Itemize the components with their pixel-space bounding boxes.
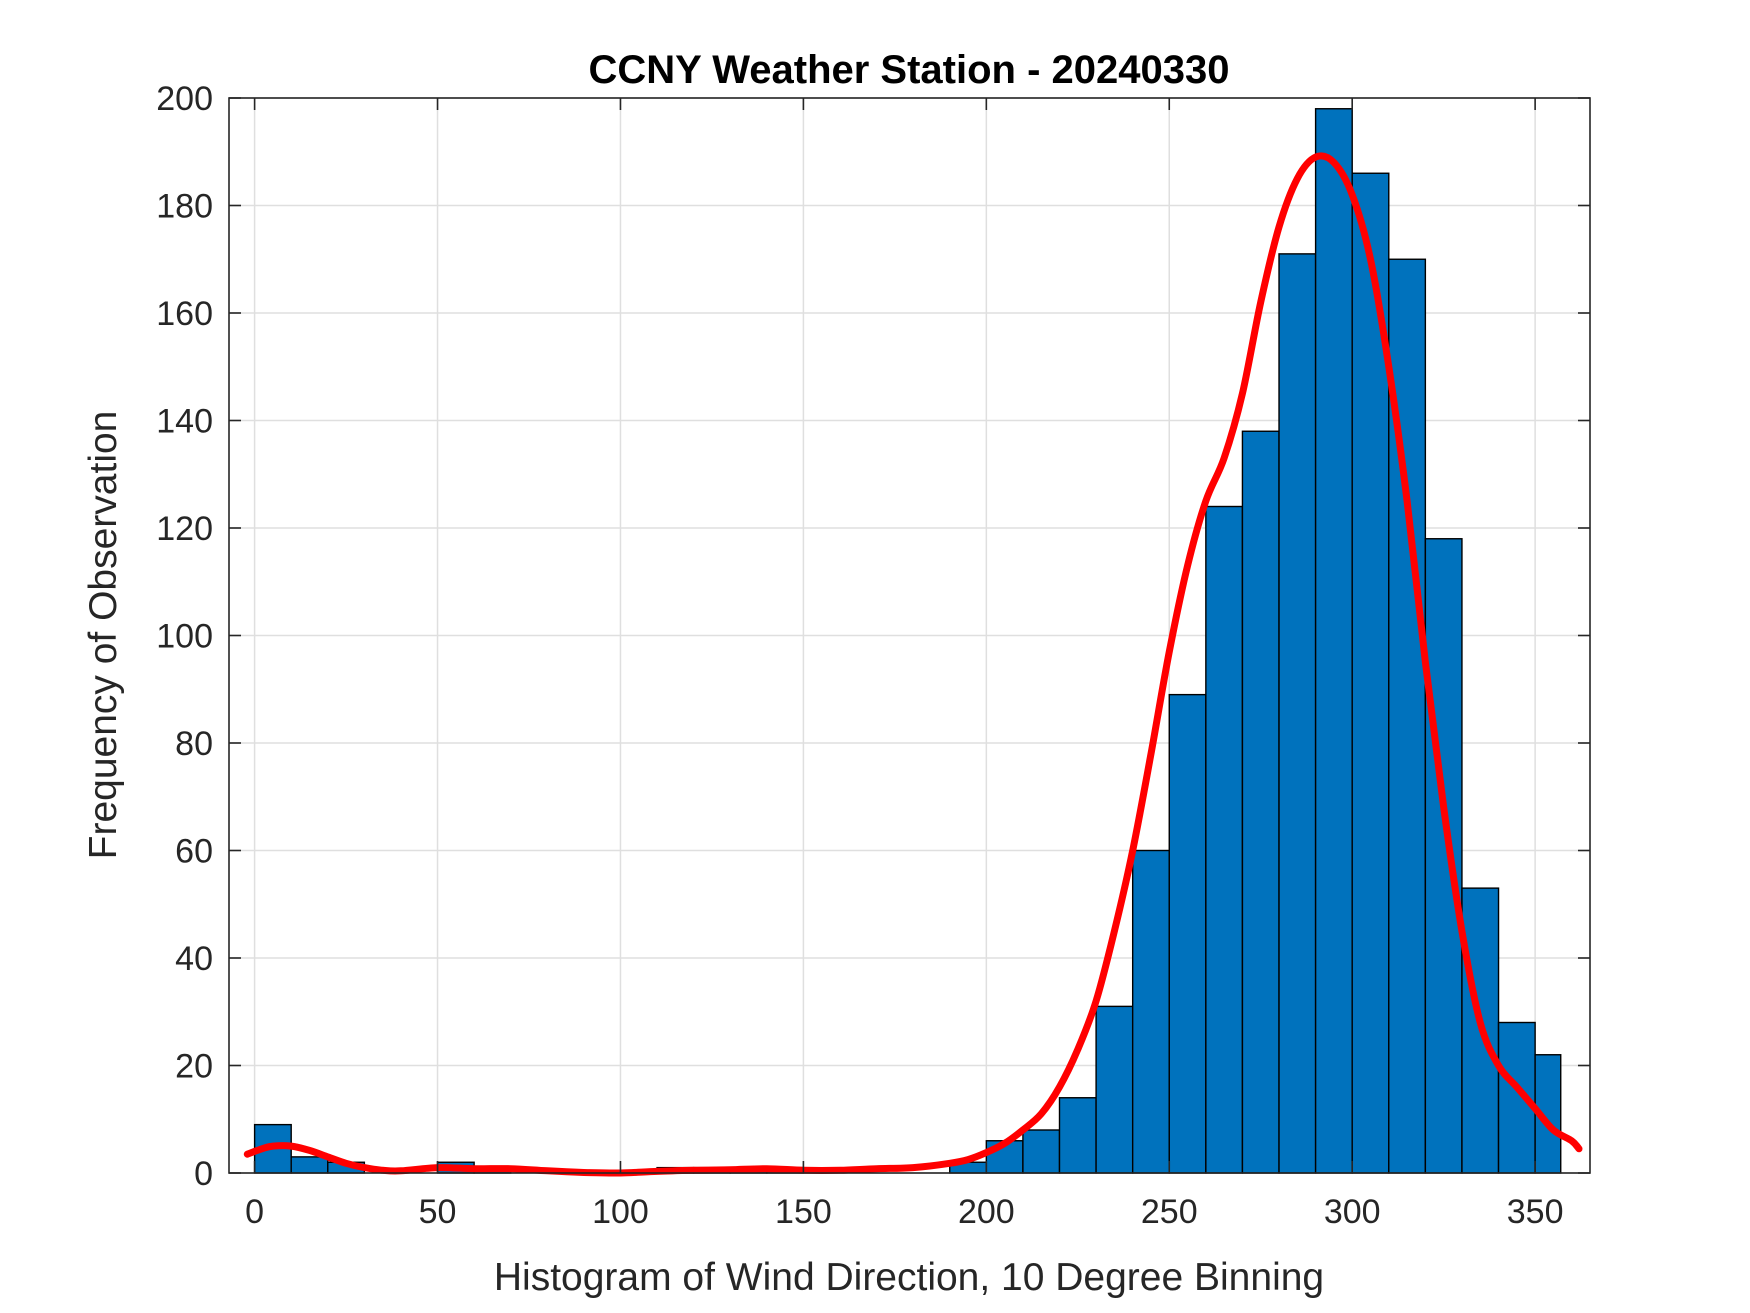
x-tick-label: 350 [1507, 1193, 1564, 1231]
x-tick-label: 200 [958, 1193, 1015, 1231]
histogram-bar [1095, 1005, 1134, 1174]
y-tick-label: 200 [156, 80, 213, 118]
y-axis-label: Frequency of Observation [82, 411, 125, 860]
histogram-bar [1205, 505, 1244, 1174]
histogram-bar [1278, 253, 1317, 1174]
y-tick-label: 0 [194, 1155, 213, 1193]
y-tick-label: 60 [175, 833, 213, 871]
chart-title: CCNY Weather Station - 20240330 [589, 48, 1230, 92]
x-axis-label: Histogram of Wind Direction, 10 Degree B… [494, 1256, 1324, 1299]
histogram-bar [1314, 108, 1353, 1174]
y-tick-labels: 0 20 40 60 80 100 120 140 160 180 200 [156, 80, 213, 1193]
fit-curve-layer [243, 152, 1583, 1177]
density-fit-curve [243, 152, 1583, 1177]
histogram-bar [1058, 1097, 1097, 1174]
x-tick-label: 300 [1324, 1193, 1381, 1231]
axis-ticks [229, 97, 1590, 1174]
x-tick-labels: 0 50 100 150 200 250 300 350 [245, 1193, 1563, 1231]
x-tick-label: 0 [245, 1193, 264, 1231]
y-tick-label: 160 [156, 295, 213, 333]
histogram-bar [1022, 1129, 1061, 1174]
y-tick-label: 80 [175, 725, 213, 763]
histogram-bar [1241, 430, 1280, 1174]
x-tick-label: 50 [419, 1193, 457, 1231]
histogram-bar [1131, 849, 1170, 1174]
y-tick-label: 20 [175, 1048, 213, 1086]
y-tick-label: 180 [156, 188, 213, 226]
histogram-bar [1168, 693, 1207, 1174]
histogram-bar [1424, 538, 1463, 1174]
y-tick-label: 140 [156, 403, 213, 441]
histogram-bars [253, 108, 1562, 1174]
y-tick-label: 100 [156, 618, 213, 656]
x-tick-label: 100 [592, 1193, 649, 1231]
y-tick-label: 40 [175, 940, 213, 978]
x-tick-label: 150 [775, 1193, 832, 1231]
x-tick-label: 250 [1141, 1193, 1198, 1231]
y-tick-label: 120 [156, 510, 213, 548]
histogram-bar [290, 1156, 329, 1174]
